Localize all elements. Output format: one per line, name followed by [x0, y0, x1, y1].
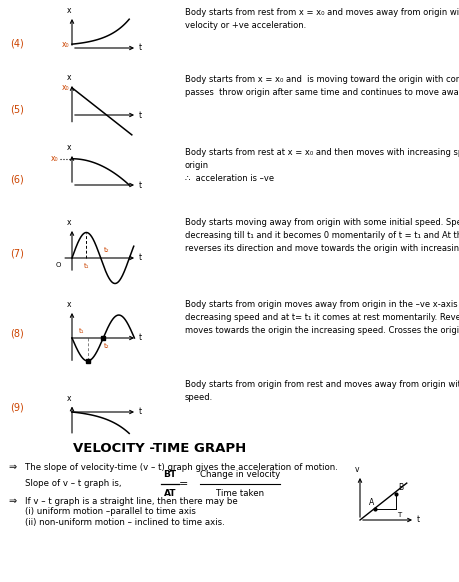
Text: t: t: [139, 333, 142, 342]
Text: x: x: [67, 218, 71, 227]
Text: Body starts from x = x₀ and  is moving toward the origin with constant velocity
: Body starts from x = x₀ and is moving to…: [185, 75, 459, 97]
Text: =: =: [179, 479, 188, 489]
Text: Body starts from rest from x = x₀ and moves away from origin with increasing
vel: Body starts from rest from x = x₀ and mo…: [185, 8, 459, 30]
Text: If v – t graph is a straight line, then there may be: If v – t graph is a straight line, then …: [25, 496, 237, 506]
Text: A: A: [368, 498, 373, 507]
Text: t₂: t₂: [104, 343, 110, 349]
Text: Slope of v – t graph is,: Slope of v – t graph is,: [25, 480, 121, 488]
Text: x₀: x₀: [61, 40, 69, 49]
Text: B: B: [398, 483, 403, 492]
Text: (9): (9): [10, 402, 24, 412]
Text: (5): (5): [10, 105, 24, 115]
Text: Change in velocity: Change in velocity: [200, 470, 280, 479]
Text: t₁: t₁: [84, 263, 89, 269]
Text: The slope of velocity-time (v – t) graph gives the acceleration of motion.: The slope of velocity-time (v – t) graph…: [25, 463, 337, 471]
Text: Body starts moving away from origin with some initial speed. Speed of  body is
d: Body starts moving away from origin with…: [185, 218, 459, 253]
Text: t₁: t₁: [79, 328, 84, 334]
Text: v: v: [354, 465, 358, 474]
Text: t: t: [139, 180, 142, 190]
Text: (4): (4): [10, 38, 24, 48]
Text: T: T: [396, 512, 400, 518]
Text: AT: AT: [163, 489, 176, 498]
Text: x: x: [67, 73, 71, 82]
Text: x: x: [67, 6, 71, 15]
Text: (i) uniform motion –parallel to time axis: (i) uniform motion –parallel to time axi…: [25, 508, 196, 516]
Text: (ii) non-uniform motion – inclined to time axis.: (ii) non-uniform motion – inclined to ti…: [25, 517, 224, 527]
Text: BT: BT: [163, 470, 176, 479]
Text: x: x: [67, 143, 71, 152]
Text: x: x: [67, 300, 71, 309]
Text: Body starts from origin from rest and moves away from origin with increasing
spe: Body starts from origin from rest and mo…: [185, 380, 459, 402]
Text: t: t: [139, 111, 142, 119]
Text: t: t: [139, 407, 142, 417]
Text: ⇒: ⇒: [8, 496, 16, 506]
Text: VELOCITY -TIME GRAPH: VELOCITY -TIME GRAPH: [73, 442, 246, 455]
Text: t: t: [416, 516, 419, 524]
Text: x₀: x₀: [61, 83, 69, 93]
Text: t: t: [139, 254, 142, 262]
Text: t: t: [139, 44, 142, 52]
Text: x: x: [67, 393, 71, 403]
Text: Body starts from rest at x = x₀ and then moves with increasing speed towards
ori: Body starts from rest at x = x₀ and then…: [185, 148, 459, 183]
Text: x₀: x₀: [50, 154, 58, 164]
Text: (8): (8): [10, 328, 24, 338]
Text: Time taken: Time taken: [215, 489, 263, 498]
Text: (6): (6): [10, 175, 24, 185]
Text: Body starts from origin moves away from origin in the –ve x-axis at t = t₁ with
: Body starts from origin moves away from …: [185, 300, 459, 335]
Text: (7): (7): [10, 248, 24, 258]
Text: ⇒: ⇒: [8, 462, 16, 472]
Text: t₂: t₂: [103, 247, 109, 253]
Text: O: O: [56, 262, 61, 268]
